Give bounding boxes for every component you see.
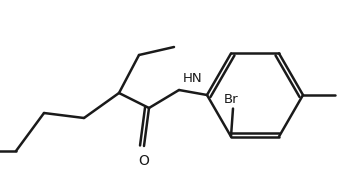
Text: HN: HN <box>183 72 203 85</box>
Text: Br: Br <box>224 93 238 106</box>
Text: O: O <box>139 154 149 168</box>
